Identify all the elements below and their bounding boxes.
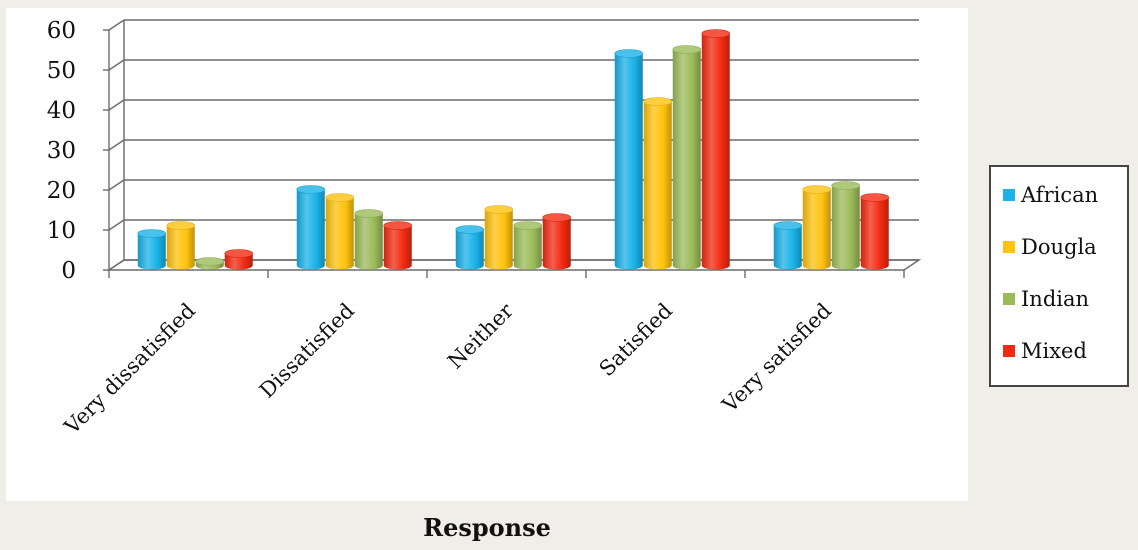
y-tick-label: 60: [47, 18, 76, 44]
bar-chart: 0 10 20 30 40 50 60 Very dissatisfied Dissatisfi…: [47, 18, 922, 440]
floor: [106, 259, 922, 271]
bar: [802, 185, 832, 270]
bar: [383, 221, 413, 270]
axis-layer: [103, 29, 905, 278]
gridline-side: [108, 19, 125, 31]
x-axis-title: Response: [423, 513, 551, 542]
bar: [296, 185, 326, 270]
gridline-side: [108, 59, 125, 71]
x-tick-label: Neither: [443, 298, 519, 374]
bar: [137, 229, 167, 270]
legend-swatch: [1003, 241, 1015, 253]
legend: African Dougla Indian Mixed: [989, 165, 1129, 387]
gridline-side: [108, 179, 125, 191]
gridline-side: [108, 219, 125, 231]
x-tick-label: Very dissatisfied: [59, 299, 200, 440]
y-tick-label: 0: [61, 258, 76, 284]
bar: [701, 29, 731, 270]
y-tick-label: 30: [47, 138, 76, 164]
legend-item: Mixed: [1003, 336, 1087, 366]
gridline-side: [108, 99, 125, 111]
x-tick-label: Dissatisfied: [255, 299, 359, 403]
bar: [831, 181, 861, 270]
x-tick-label: Very satisfied: [717, 299, 836, 418]
bar: [860, 193, 890, 270]
bar-layer: [137, 29, 890, 270]
y-tick-label: 10: [47, 218, 76, 244]
y-tick-label: 40: [47, 98, 76, 124]
legend-swatch: [1003, 293, 1015, 305]
legend-item: Dougla: [1003, 232, 1097, 262]
bar: [455, 225, 485, 270]
grid-layer: [106, 19, 922, 271]
legend-label: African: [1021, 183, 1099, 207]
bar: [643, 97, 673, 270]
gridline-side: [108, 139, 125, 151]
x-tick-label: Satisfied: [595, 299, 678, 382]
legend-item: African: [1003, 180, 1098, 210]
bar: [672, 45, 702, 270]
y-tick-label: 50: [47, 58, 76, 84]
bar: [484, 205, 514, 270]
bar: [354, 209, 384, 270]
bar: [542, 213, 572, 270]
bar: [513, 221, 543, 270]
legend-label: Mixed: [1021, 339, 1087, 363]
legend-swatch: [1003, 189, 1015, 201]
legend-label: Dougla: [1021, 235, 1097, 259]
legend-swatch: [1003, 345, 1015, 357]
legend-label: Indian: [1021, 287, 1090, 311]
bar: [773, 221, 803, 270]
bar: [224, 249, 254, 270]
bar: [195, 257, 225, 270]
y-tick-label: 20: [47, 178, 76, 204]
legend-item: Indian: [1003, 284, 1089, 314]
plot-panel: 0 10 20 30 40 50 60 Very dissatisfied Dissatisfi…: [6, 8, 968, 501]
bar: [166, 221, 196, 270]
bar: [325, 193, 355, 270]
bar: [614, 49, 644, 270]
